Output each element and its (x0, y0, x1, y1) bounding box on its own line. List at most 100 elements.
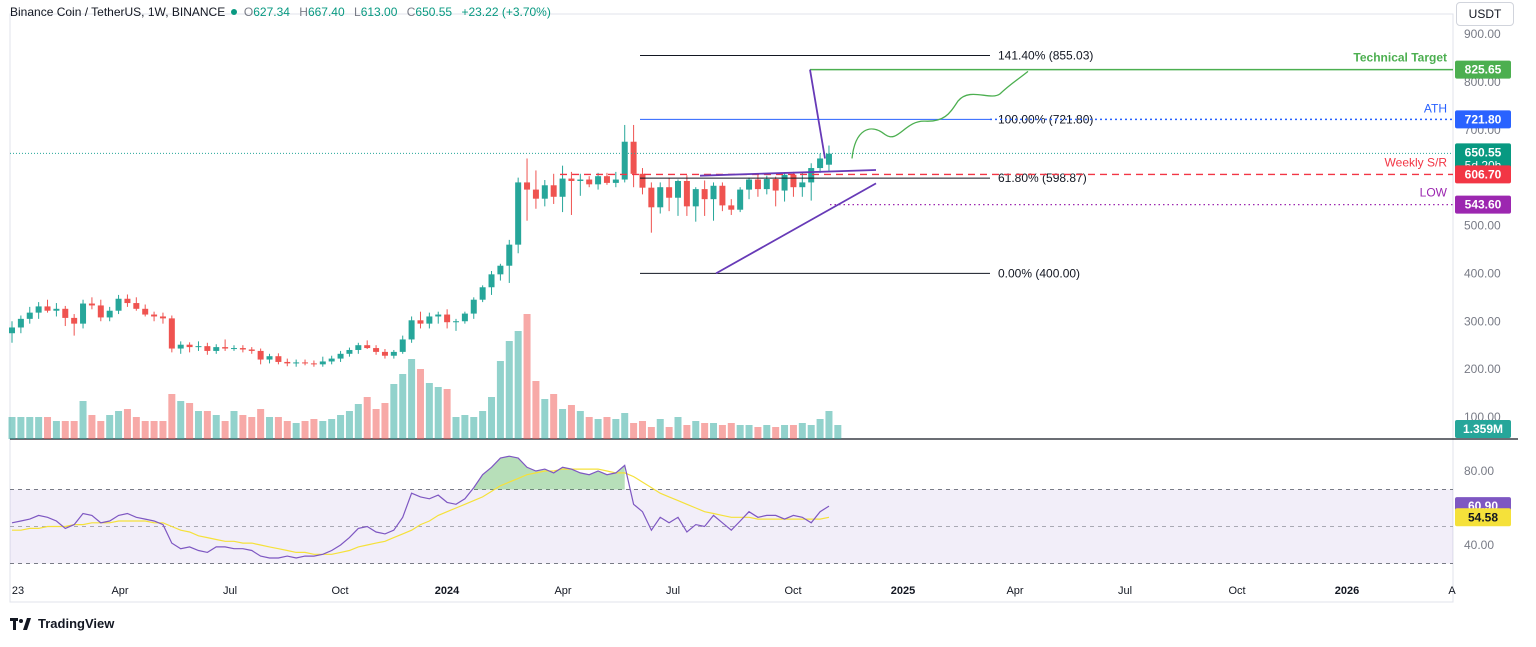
symbol-title[interactable]: Binance Coin / TetherUS, 1W, BINANCE (10, 5, 226, 19)
volume-bar (816, 419, 824, 439)
rsi-ma-line (12, 468, 830, 555)
candle-body (666, 187, 673, 198)
rsi-line (11, 455, 830, 559)
x-tick-label: Jul (666, 585, 680, 597)
candle-body (524, 182, 531, 190)
volume-bar (194, 411, 202, 439)
candle-body (53, 308, 60, 311)
candle-body (559, 178, 566, 197)
candle-body (435, 314, 442, 317)
volume-bar (488, 397, 496, 439)
volume-bar (106, 415, 114, 439)
volume-bar (150, 421, 158, 439)
currency-unit-button[interactable]: USDT (1456, 2, 1514, 26)
volume-bar (70, 421, 78, 439)
change-value: +23.22 (+3.70%) (461, 5, 551, 19)
volume-bar (576, 411, 584, 439)
volume-bar (292, 423, 300, 439)
volume-bar (452, 417, 460, 439)
candle-body (675, 180, 681, 198)
low-text: LOW (1420, 186, 1448, 200)
volume-bar (8, 417, 16, 439)
y-tick-label: 300.00 (1464, 314, 1501, 328)
y-tick-label: 400.00 (1464, 266, 1501, 280)
volume-bar (52, 421, 60, 439)
candle-body (62, 308, 69, 318)
volume-bar (798, 423, 806, 439)
volume-bar (647, 427, 655, 439)
volume-bar (638, 421, 646, 439)
candle-body (346, 349, 353, 354)
candle-body (106, 310, 113, 318)
symbol-header: Binance Coin / TetherUS, 1W, BINANCE O62… (10, 5, 551, 19)
volume-bar (221, 421, 229, 439)
volume-bar (319, 421, 327, 439)
x-tick-label: Oct (784, 585, 801, 597)
volume-bar (301, 421, 309, 439)
volume-bar (239, 415, 247, 439)
y-tick-label: 900.00 (1464, 27, 1501, 41)
candle-body (746, 179, 753, 190)
candle-body (373, 348, 380, 352)
close-label: C (406, 5, 416, 19)
volume-bar (61, 421, 69, 439)
triangle-lower-line (715, 182, 877, 275)
candle-body (532, 189, 539, 199)
candle-body (825, 153, 832, 165)
candle-body (124, 298, 131, 304)
candle-body (381, 351, 388, 356)
volume-bar (141, 421, 149, 439)
volume-bar (390, 384, 398, 439)
volume-bar (523, 314, 531, 439)
candle-body (239, 348, 246, 350)
x-tick-label: A (1448, 585, 1456, 597)
volume-bar (425, 383, 433, 439)
volume-bar (212, 415, 220, 439)
volume-bar (567, 405, 575, 439)
candle-body (470, 299, 477, 314)
x-tick-label: Apr (111, 585, 128, 597)
candle-body (204, 346, 211, 351)
candle-body (737, 189, 744, 210)
rsi-y-tick-label: 80.00 (1464, 464, 1494, 478)
candle-body (257, 350, 264, 360)
candle-body (284, 361, 291, 364)
candle-body (790, 174, 797, 188)
volume-bar (718, 425, 726, 439)
candle-body (88, 303, 95, 306)
volume-bar (754, 427, 762, 439)
volume-bar (266, 417, 274, 439)
volume-bar (736, 425, 744, 439)
volume-bar (550, 394, 558, 439)
volume-bar (177, 401, 185, 439)
volume-bar (399, 374, 407, 439)
open-value: 627.34 (253, 5, 290, 19)
candle-body (781, 174, 788, 191)
candle-body (683, 180, 690, 207)
candle-body (222, 347, 229, 349)
x-tick-label: Jul (1118, 585, 1132, 597)
candle-body (772, 179, 779, 191)
candle-body (302, 362, 309, 364)
candle-body (612, 179, 619, 183)
candle-body (568, 178, 575, 181)
tradingview-branding: TradingView (10, 616, 114, 631)
volume-bar (416, 369, 424, 439)
volume-bar (701, 423, 709, 439)
price-label-tag (1455, 110, 1511, 129)
volume-bar (541, 399, 549, 439)
x-tick-label: 2026 (1335, 585, 1359, 597)
price-label-tag (1455, 60, 1511, 79)
volume-bar (310, 419, 318, 439)
volume-bar (115, 411, 123, 439)
candle-body (497, 265, 504, 275)
volume-bar (745, 425, 753, 439)
tradingview-logo-icon (10, 617, 31, 630)
candle-body (586, 179, 593, 185)
ath-text: ATH (1424, 101, 1447, 115)
candle-body (390, 351, 397, 356)
volume-bar (381, 403, 389, 439)
volume-bar (159, 421, 167, 439)
volume-bar (674, 417, 682, 439)
